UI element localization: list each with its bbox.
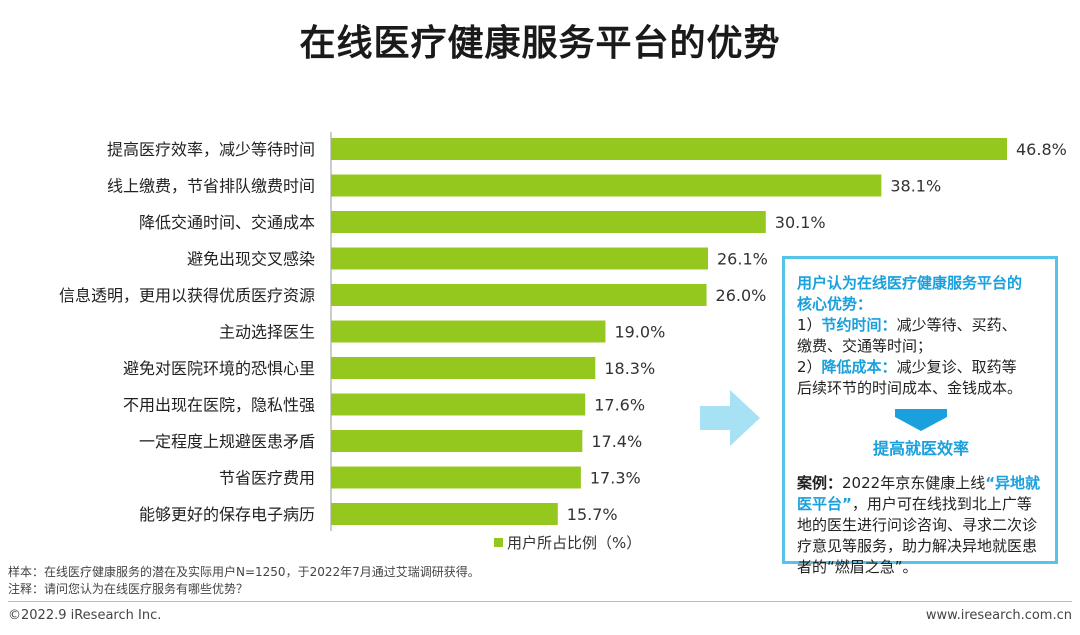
down-arrow-bar [895, 409, 947, 417]
category-label-0: 提高医疗效率，减少等待时间 [107, 140, 315, 159]
bar-chart: 提高医疗效率，减少等待时间 46.8% 线上缴费，节省排队缴费时间 38.1% 降低交通… [59, 132, 1067, 552]
item2-prefix: 2） [797, 358, 822, 376]
value-label-4: 26.0% [716, 286, 767, 305]
category-label-10: 能够更好的保存电子病历 [139, 505, 315, 524]
sample-note: 样本：在线医疗健康服务的潜在及实际用户N=1250，于2022年7月通过艾瑞调研… [8, 565, 480, 579]
source-notes: 样本：在线医疗健康服务的潜在及实际用户N=1250，于2022年7月通过艾瑞调研… [8, 564, 480, 598]
item1-prefix: 1） [797, 316, 822, 334]
item1-text: 减少等待、买药、 [896, 316, 1017, 334]
bar-1 [331, 174, 882, 197]
insight-title-line1: 用户认为在线医疗健康服务平台的 [797, 274, 1023, 292]
bar-4 [331, 284, 707, 306]
case-text1: 2022年京东健康上线 [842, 474, 986, 492]
case-label: 案例： [797, 474, 843, 492]
bar-10 [331, 503, 558, 525]
bar-3 [331, 247, 708, 270]
value-label-0: 46.8% [1016, 140, 1067, 159]
category-label-9: 节省医疗费用 [219, 469, 315, 488]
website-link[interactable]: www.iresearch.com.cn [925, 608, 1072, 623]
item2-text: 减少复诊、取药等 [896, 358, 1017, 376]
bar-7 [331, 393, 586, 416]
category-label-8: 一定程度上规避医患矛盾 [139, 432, 315, 451]
down-arrow-icon [895, 417, 947, 431]
insight-item-2: 2）降低成本：减少复诊、取药等 后续环节的时间成本、金钱成本。 [797, 357, 1045, 399]
category-label-4: 信息透明，更用以获得优质医疗资源 [59, 286, 315, 305]
category-label-3: 避免出现交叉感染 [187, 250, 315, 269]
case-study: 案例：2022年京东健康上线“异地就医平台”，用户可在线找到北上广等地的医生进行… [797, 473, 1045, 578]
item1-text2: 缴费、交通等时间； [797, 337, 933, 355]
category-label-7: 不用出现在医院，隐私性强 [123, 396, 315, 415]
category-label-6: 避免对医院环境的恐惧心里 [123, 359, 315, 378]
copyright: ©2022.9 iResearch Inc. [8, 608, 162, 623]
item1-key: 节约时间： [821, 316, 897, 334]
insight-result: 提高就医效率 [872, 439, 969, 458]
value-label-5: 19.0% [614, 323, 665, 342]
question-note: 注释：请问您认为在线医疗服务有哪些优势？ [8, 582, 249, 596]
value-label-2: 30.1% [775, 213, 826, 232]
category-label-5: 主动选择医生 [219, 323, 315, 342]
page-title: 在线医疗健康服务平台的优势 [299, 23, 781, 64]
value-label-6: 18.3% [604, 359, 655, 378]
value-label-8: 17.4% [591, 432, 642, 451]
insight-item-1: 1）节约时间：减少等待、买药、 缴费、交通等时间； [797, 315, 1045, 357]
value-label-1: 38.1% [890, 177, 941, 196]
item2-text2: 后续环节的时间成本、金钱成本。 [797, 379, 1023, 397]
footer-divider [8, 601, 1072, 602]
insight-title-line2: 核心优势： [797, 295, 873, 313]
category-label-2: 降低交通时间、交通成本 [139, 213, 315, 232]
bar-5 [331, 320, 606, 343]
case-highlight: “异地就医平台” [797, 474, 1041, 513]
legend-label: 用户所占比例（%） [507, 534, 641, 552]
bar-6 [331, 357, 596, 379]
insight-box: 用户认为在线医疗健康服务平台的 核心优势： 1）节约时间：减少等待、买药、 缴费… [782, 256, 1058, 576]
value-label-10: 15.7% [567, 505, 618, 524]
right-arrow-icon [700, 390, 760, 446]
bar-8 [331, 430, 583, 452]
value-label-3: 26.1% [717, 250, 768, 269]
value-label-7: 17.6% [594, 396, 645, 415]
bar-2 [331, 211, 766, 233]
insight-title: 用户认为在线医疗健康服务平台的 核心优势： [797, 273, 1045, 315]
bar-0 [331, 138, 1007, 160]
bar-9 [331, 466, 581, 489]
category-label-1: 线上缴费，节省排队缴费时间 [107, 177, 315, 196]
legend-swatch [494, 538, 503, 547]
value-label-9: 17.3% [590, 469, 641, 488]
item2-key: 降低成本： [821, 358, 897, 376]
case-text2: ，用户可在线找到北上广等地的医生进行问诊咨询、寻求二次诊疗意见等服务，助力解决异… [797, 495, 1038, 576]
